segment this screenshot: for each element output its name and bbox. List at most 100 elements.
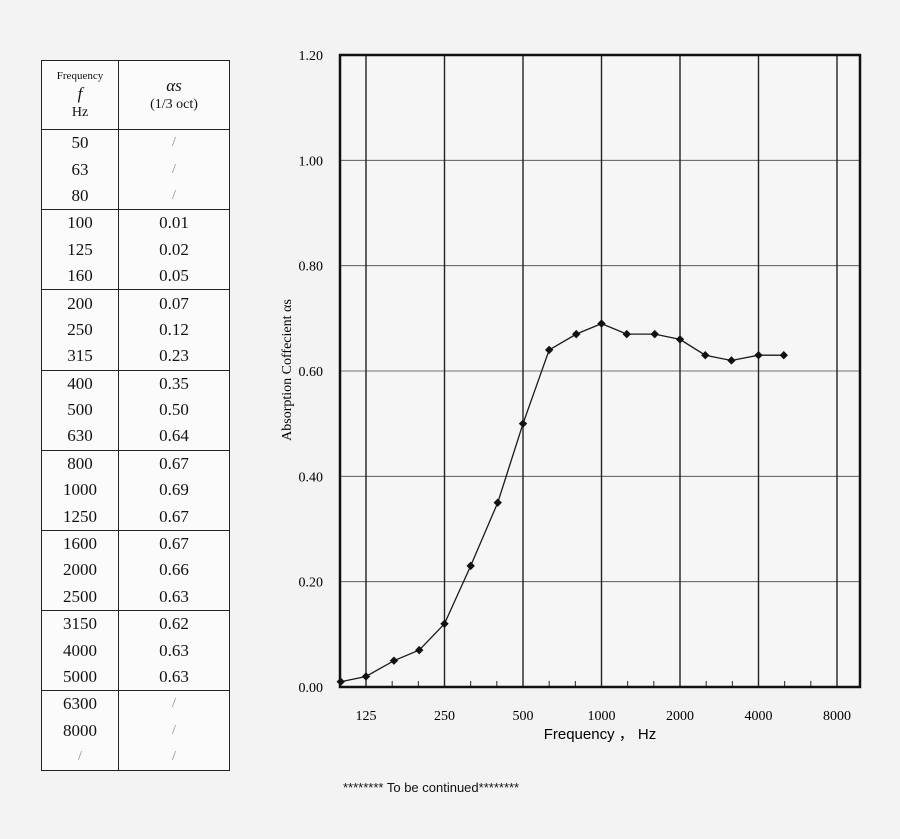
frequency-cell: 200: [41, 289, 119, 317]
data-point: [754, 351, 763, 360]
x-axis-ticks: 125 250 500 1000 2000 4000 8000: [356, 709, 852, 724]
table-row: 63/: [41, 156, 230, 183]
alpha-cell: 0.66: [118, 557, 230, 584]
frequency-cell: /: [41, 743, 119, 771]
alpha-cell: /: [118, 156, 230, 183]
footnote: ******** To be continued********: [343, 780, 520, 795]
frequency-cell: 315: [41, 343, 119, 371]
table-row: 3150 0.62: [41, 610, 230, 638]
alpha-cell: /: [118, 690, 230, 718]
data-point: [518, 419, 528, 428]
alpha-cell: 0.69: [118, 477, 230, 504]
frequency-cell: 250: [41, 316, 119, 344]
chart-series: [336, 319, 788, 686]
frequency-cell: 1000: [41, 477, 119, 504]
alpha-cell: 0.63: [118, 637, 230, 664]
alpha-cell: 0.67: [118, 450, 230, 478]
frequency-cell: 100: [41, 209, 119, 237]
alpha-cell: 0.01: [118, 209, 230, 237]
alpha-cell: 0.64: [118, 423, 230, 451]
frequency-cell: 500: [41, 396, 119, 424]
frequency-cell: 800: [41, 450, 119, 478]
data-point: [544, 345, 554, 355]
data-point: [727, 356, 736, 365]
table-row: 315 0.23: [41, 343, 230, 371]
alpha-cell: 0.02: [118, 236, 230, 263]
alpha-cell: 0.67: [118, 503, 230, 531]
alpha-cell: 0.12: [118, 316, 230, 344]
frequency-cell: 3150: [41, 610, 119, 638]
y-tick-label: 0.60: [299, 365, 324, 380]
table-row: 5000 0.63: [41, 663, 230, 692]
table-row: 500 0.50: [41, 396, 230, 424]
header-band: (1/3 oct): [150, 97, 198, 112]
table-row: 80/: [41, 182, 230, 211]
data-point: [466, 561, 475, 571]
data-point: [701, 351, 710, 360]
table-row: 2000 0.66: [41, 557, 230, 584]
alpha-cell: /: [118, 182, 230, 211]
table-row: 160 0.05: [41, 262, 230, 291]
alpha-cell: 0.62: [118, 610, 230, 638]
chart-grid: [338, 53, 862, 689]
table-row: 8000/: [41, 717, 230, 744]
alpha-cell: 0.50: [118, 396, 230, 424]
table-row: 200 0.07: [41, 289, 230, 317]
header-unit: Hz: [71, 105, 89, 120]
data-point: [415, 645, 424, 655]
y-tick-label: 0.00: [299, 681, 324, 696]
x-tick-label: 4000: [745, 709, 773, 724]
table-row: / /: [41, 743, 230, 771]
table-row: 1000 0.69: [41, 477, 230, 504]
data-point: [675, 335, 685, 344]
alpha-cell: /: [118, 743, 230, 771]
absorption-data-table: Frequency f Hz αs (1/3 oct) 50/63/80/100…: [41, 60, 230, 772]
alpha-cell: 0.63: [118, 663, 230, 692]
frequency-cell: 6300: [41, 690, 119, 718]
frequency-cell: 400: [41, 370, 119, 397]
frequency-cell: 80: [41, 182, 119, 211]
frequency-cell: 160: [41, 262, 119, 291]
table-row: 250 0.12: [41, 316, 230, 344]
data-point: [336, 677, 345, 686]
table-row: 50/: [41, 129, 230, 157]
header-frequency: Frequency: [56, 70, 104, 82]
table-row: 800 0.67: [41, 450, 230, 478]
x-axis-label: Frequency ， Hz: [544, 726, 657, 743]
y-tick-label: 1.20: [299, 49, 324, 64]
data-point: [361, 672, 371, 681]
table-row: 6300/: [41, 690, 230, 718]
x-tick-label: 125: [356, 709, 377, 724]
y-tick-label: 0.20: [299, 576, 324, 591]
table-row: 400 0.35: [41, 370, 230, 397]
y-tick-label: 1.00: [299, 154, 324, 169]
data-point: [493, 498, 502, 507]
frequency-cell: 5000: [41, 663, 119, 692]
alpha-cell: 0.67: [118, 530, 230, 558]
frequency-cell: 125: [41, 236, 119, 263]
table-row: 630 0.64: [41, 423, 230, 451]
data-point: [779, 351, 788, 360]
y-tick-label: 0.80: [299, 260, 324, 275]
frequency-cell: 630: [41, 423, 119, 451]
alpha-cell: 0.23: [118, 343, 230, 371]
table-row: 1600 0.67: [41, 530, 230, 558]
plot-frame: [338, 53, 862, 689]
alpha-cell: /: [118, 717, 230, 744]
header-alpha-cell: αs (1/3 oct): [118, 60, 230, 130]
data-point: [650, 329, 659, 339]
data-point: [622, 329, 631, 339]
data-point: [597, 319, 606, 328]
series-line: [340, 322, 784, 683]
frequency-cell: 2500: [41, 583, 119, 612]
frequency-cell: 1600: [41, 530, 119, 558]
header-alpha-symbol: αs: [166, 76, 182, 95]
table-header-row: Frequency f Hz αs (1/3 oct): [41, 60, 230, 130]
table-row: 2500 0.63: [41, 583, 230, 612]
x-tick-label: 1000: [588, 709, 616, 724]
frequency-cell: 4000: [41, 637, 119, 664]
y-axis-label: Absorption Coffecient αs: [280, 299, 295, 441]
table-row: 4000 0.63: [41, 637, 230, 664]
frequency-cell: 2000: [41, 557, 119, 584]
